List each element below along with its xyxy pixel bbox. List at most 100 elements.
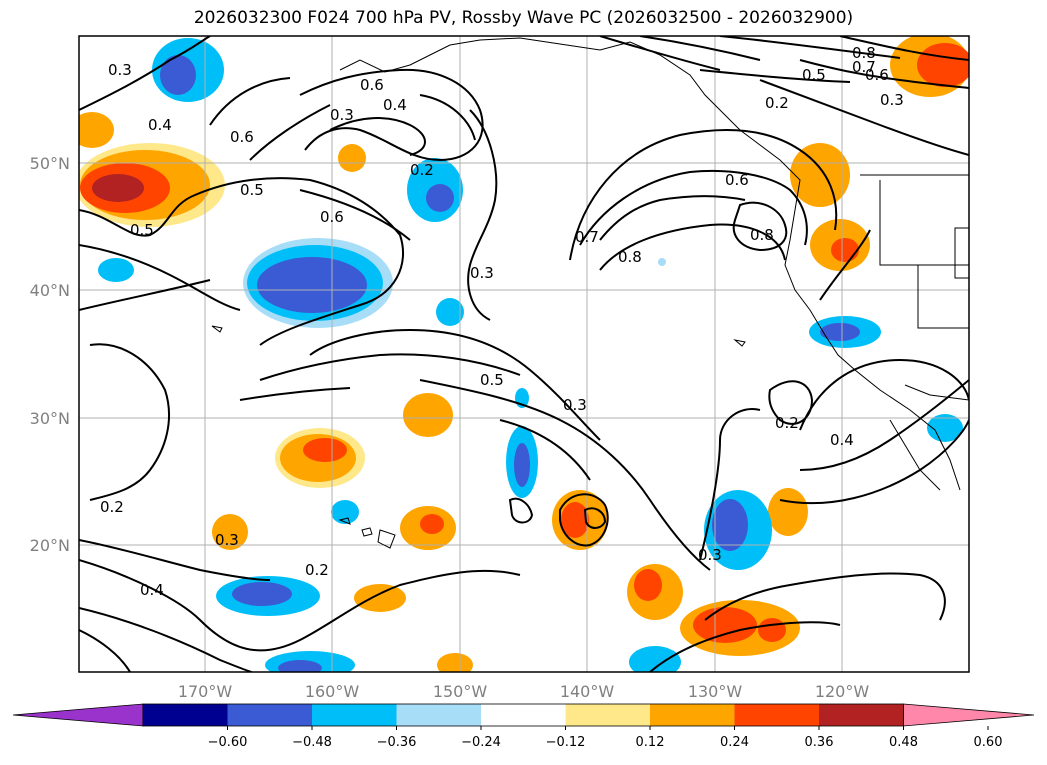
colorbar-tick-label: 0.60 — [974, 735, 1003, 750]
colorbar-segment — [227, 704, 313, 726]
colorbar-segment — [734, 704, 820, 726]
fill-pos — [790, 143, 850, 207]
contour-label: 0.6 — [320, 208, 344, 226]
colorbar-segment — [650, 704, 735, 726]
longitude-labels: 170°W 160°W 150°W 140°W 130°W 120°W — [178, 682, 870, 701]
contour-labels: 0.6 0.4 0.3 0.2 0.6 0.5 0.6 0.5 0.4 0.3 … — [100, 44, 904, 599]
map-area — [79, 36, 969, 672]
colorbar-tick-label: 0.12 — [636, 735, 665, 750]
contour-label: 0.5 — [130, 221, 154, 239]
contour-label: 0.8 — [618, 248, 642, 266]
colorbar-segment — [565, 704, 651, 726]
lat-label: 40°N — [30, 281, 70, 300]
contour-label: 0.2 — [100, 498, 124, 516]
colorbar-tick-label: −0.48 — [292, 735, 332, 750]
pv-contours — [79, 36, 969, 672]
colorbar-tick-label: 0.36 — [805, 735, 834, 750]
fill-neg — [278, 660, 322, 672]
contour-label: 0.4 — [140, 581, 164, 599]
contour-label: 0.8 — [750, 226, 774, 244]
contour-label: 0.6 — [360, 76, 384, 94]
fill-pos — [92, 174, 144, 202]
fill-pos — [437, 653, 473, 672]
contour-label: 0.2 — [305, 561, 329, 579]
fill-pos — [917, 43, 969, 87]
colorbar-tick-label: 0.24 — [720, 735, 749, 750]
fill-pos — [303, 438, 347, 462]
fill-neg — [98, 258, 134, 282]
contour-label: 0.2 — [765, 94, 789, 112]
colorbar-border — [142, 703, 904, 727]
contour-label: 0.4 — [830, 431, 854, 449]
colorbar-segment — [819, 704, 904, 726]
fill-pos — [403, 393, 453, 437]
contour-label: 0.5 — [240, 181, 264, 199]
lon-label: 130°W — [688, 682, 743, 701]
colorbar-segment — [396, 704, 482, 726]
lat-label: 30°N — [30, 409, 70, 428]
fill-neg — [257, 257, 367, 313]
contour-label: 0.6 — [865, 66, 889, 84]
graticule — [79, 36, 969, 672]
contour-label: 0.8 — [852, 44, 876, 62]
contour-label: 0.3 — [563, 396, 587, 414]
lat-label: 50°N — [30, 154, 70, 173]
fill-pos — [212, 514, 248, 550]
fill-pos — [831, 238, 859, 262]
lon-label: 160°W — [305, 682, 360, 701]
contour-label: 0.7 — [575, 228, 599, 246]
coastlines — [211, 37, 969, 549]
colorbar-extend-low — [12, 703, 144, 727]
contour-label: 0.6 — [230, 128, 254, 146]
map-title: 2026032300 F024 700 hPa PV, Rossby Wave … — [193, 8, 854, 28]
contour-label: 0.4 — [148, 116, 172, 134]
map-frame — [78, 35, 970, 673]
fill-neg — [712, 499, 748, 551]
fill-pos — [354, 584, 406, 612]
colorbar-tick-label: −0.36 — [377, 735, 417, 750]
colorbar: −0.60 −0.48 −0.36 −0.24 −0.12 0.12 0.24 0.36 0.4… — [12, 703, 1035, 750]
colorbar-extend-high — [903, 703, 1035, 727]
fill-neg — [514, 443, 530, 487]
colorbar-tick-label: −0.60 — [208, 735, 248, 750]
contour-label: 0.3 — [698, 546, 722, 564]
fill-pos — [561, 502, 589, 538]
fill-pos — [420, 514, 444, 534]
latitude-labels: 50°N 40°N 30°N 20°N — [30, 154, 70, 555]
fill-pos — [758, 618, 786, 642]
contour-label: 0.3 — [215, 531, 239, 549]
contour-label: 0.4 — [383, 96, 407, 114]
fill-pos — [693, 607, 757, 643]
contour-label: 0.2 — [410, 161, 434, 179]
lon-label: 140°W — [560, 682, 615, 701]
contour-label: 0.5 — [480, 371, 504, 389]
lon-label: 170°W — [178, 682, 233, 701]
fill-neg — [160, 55, 196, 95]
fill-pos — [634, 569, 662, 601]
fill-neg — [927, 414, 963, 442]
contour-label: 0.3 — [880, 91, 904, 109]
contour-label: 0.3 — [330, 106, 354, 124]
fill-neg — [658, 258, 666, 266]
colorbar-segment — [481, 704, 566, 726]
colorbar-tick-label: −0.12 — [546, 735, 586, 750]
contour-label: 0.3 — [470, 264, 494, 282]
fill-neg — [426, 184, 454, 212]
lon-label: 150°W — [433, 682, 488, 701]
contour-label: 0.6 — [725, 171, 749, 189]
fill-neg — [331, 500, 359, 524]
contour-label: 0.2 — [775, 414, 799, 432]
lat-label: 20°N — [30, 536, 70, 555]
colorbar-tick-label: −0.24 — [461, 735, 501, 750]
fill-neg — [232, 582, 292, 606]
contour-label: 0.5 — [802, 66, 826, 84]
fill-pos — [338, 144, 366, 172]
colorbar-segment — [312, 704, 397, 726]
fill-neg — [629, 646, 681, 672]
colorbar-segment — [143, 704, 228, 726]
fill-pos — [768, 488, 808, 536]
fill-pos — [79, 112, 114, 148]
contour-label: 0.7 — [852, 58, 876, 76]
fill-neg — [436, 298, 464, 326]
